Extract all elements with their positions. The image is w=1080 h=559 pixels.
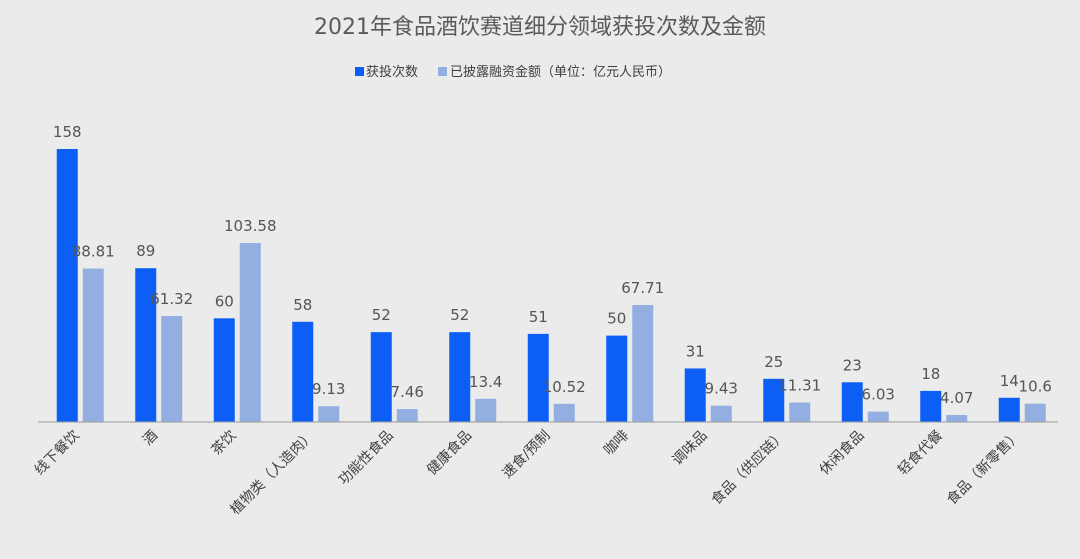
bar-amount-0 xyxy=(82,268,104,422)
data-label-count-9: 25 xyxy=(764,353,783,371)
data-label-count-5: 52 xyxy=(450,306,469,324)
data-label-count-10: 23 xyxy=(843,356,862,374)
bar-count-8 xyxy=(684,368,706,422)
category-label-6: 速食/预制 xyxy=(499,427,554,482)
bar-amount-12 xyxy=(1024,403,1046,422)
category-label-0: 线下餐饮 xyxy=(32,428,83,479)
bar-amount-4 xyxy=(396,409,418,422)
bar-count-11 xyxy=(920,390,942,422)
bar-amount-6 xyxy=(553,403,575,422)
data-label-amount-4: 7.46 xyxy=(391,383,424,401)
bar-amount-11 xyxy=(946,414,968,422)
category-label-9: 食品（供应链） xyxy=(708,427,789,508)
bar-amount-2 xyxy=(239,243,261,422)
bar-amount-9 xyxy=(789,402,811,422)
category-label-7: 咖啡 xyxy=(601,428,632,459)
chart-title: 2021年食品酒饮赛道细分领域获投次数及金额 xyxy=(314,15,766,40)
data-label-count-0: 158 xyxy=(53,123,82,141)
bar-count-6 xyxy=(527,333,549,422)
bar-count-9 xyxy=(763,378,785,422)
legend-label-1: 已披露融资金额（单位：亿元人民币） xyxy=(450,64,671,80)
data-label-count-8: 31 xyxy=(686,342,705,360)
data-labels: 158 88.81 89 61.32 60 103.58 58 9.13 52 7.46 52 13.… xyxy=(53,123,1052,407)
data-label-amount-0: 88.81 xyxy=(72,243,115,261)
data-label-count-12: 14 xyxy=(1000,372,1019,390)
data-label-amount-7: 67.71 xyxy=(621,279,664,297)
legend-swatch-0 xyxy=(355,67,364,76)
data-label-amount-3: 9.13 xyxy=(312,380,345,398)
bar-count-7 xyxy=(606,335,628,422)
data-label-amount-8: 9.43 xyxy=(705,380,738,398)
bar-count-2 xyxy=(213,318,235,422)
data-label-count-7: 50 xyxy=(607,310,626,328)
data-label-amount-6: 10.52 xyxy=(543,378,586,396)
bar-amount-1 xyxy=(161,316,183,422)
bar-count-0 xyxy=(56,149,78,422)
bar-count-12 xyxy=(998,397,1020,422)
data-label-amount-11: 4.07 xyxy=(940,389,973,407)
bar-amount-8 xyxy=(710,405,732,422)
data-label-count-4: 52 xyxy=(372,306,391,324)
data-label-count-1: 89 xyxy=(136,242,155,260)
data-label-amount-9: 11.31 xyxy=(778,376,821,394)
bar-count-4 xyxy=(370,332,392,422)
data-label-amount-1: 61.32 xyxy=(150,290,193,308)
bar-amount-3 xyxy=(318,406,340,422)
data-label-amount-10: 6.03 xyxy=(862,386,895,404)
category-label-4: 功能性食品 xyxy=(335,427,397,489)
data-label-amount-5: 13.4 xyxy=(469,373,502,391)
bar-amount-7 xyxy=(632,305,654,422)
data-label-count-6: 51 xyxy=(529,308,548,326)
category-label-12: 食品（新零售） xyxy=(943,427,1024,508)
bar-count-5 xyxy=(449,332,471,422)
category-label-8: 调味品 xyxy=(670,428,711,469)
data-label-count-2: 60 xyxy=(215,292,234,310)
bar-count-1 xyxy=(135,268,157,422)
bar-count-10 xyxy=(841,382,863,422)
category-label-11: 轻食代餐 xyxy=(894,427,946,479)
bar-amount-5 xyxy=(475,398,497,422)
bar-amount-10 xyxy=(867,411,889,422)
data-label-count-3: 58 xyxy=(293,296,312,314)
category-label-10: 休闲食品 xyxy=(816,427,868,479)
category-label-3: 植物类（人造肉） xyxy=(228,428,319,519)
legend-label-0: 获投次数 xyxy=(366,64,418,80)
category-label-1: 酒 xyxy=(140,428,161,449)
category-label-2: 茶饮 xyxy=(208,428,239,459)
category-label-5: 健康食品 xyxy=(423,427,475,479)
data-label-amount-2: 103.58 xyxy=(224,217,277,235)
data-label-count-11: 18 xyxy=(921,365,940,383)
bars xyxy=(56,149,1046,422)
legend: 获投次数 已披露融资金额（单位：亿元人民币） xyxy=(355,64,671,80)
legend-swatch-1 xyxy=(438,67,447,76)
data-label-amount-12: 10.6 xyxy=(1019,378,1052,396)
bar-count-3 xyxy=(292,321,314,422)
